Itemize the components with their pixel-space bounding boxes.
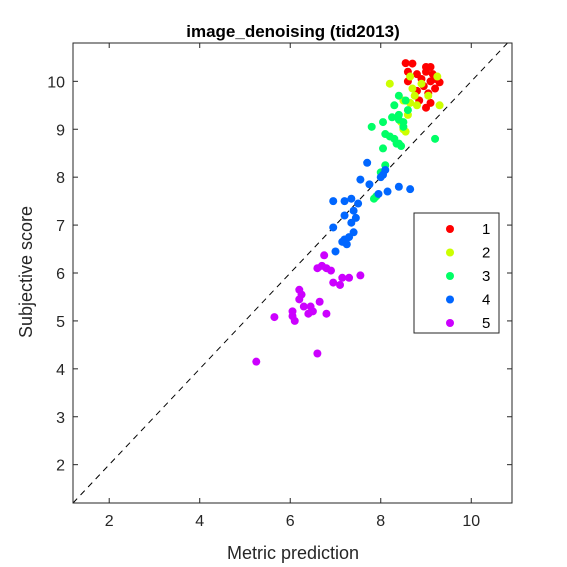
y-tick-label: 4 <box>56 362 65 379</box>
legend-label-5: 5 <box>482 315 490 332</box>
data-point-series-4 <box>356 175 365 184</box>
y-tick-label: 10 <box>47 74 65 91</box>
data-point-series-4 <box>345 233 354 242</box>
data-point-series-3 <box>397 142 406 151</box>
y-tick-label: 3 <box>56 410 65 427</box>
data-point-series-1 <box>408 59 417 68</box>
data-point-series-1 <box>431 84 440 93</box>
legend-label-3: 3 <box>482 268 490 285</box>
legend-marker-3 <box>446 272 454 280</box>
data-point-series-3 <box>401 96 410 105</box>
x-tick-label: 2 <box>105 513 114 530</box>
data-point-series-3 <box>379 144 388 153</box>
y-tick-label: 5 <box>56 314 65 331</box>
data-point-series-5 <box>304 309 313 318</box>
y-tick-label: 2 <box>56 458 65 475</box>
x-tick-label: 4 <box>195 513 204 530</box>
x-axis-label: Metric prediction <box>227 543 359 563</box>
data-point-series-5 <box>313 349 322 358</box>
data-point-series-2 <box>433 72 442 81</box>
data-point-series-4 <box>349 206 358 215</box>
data-point-series-3 <box>403 106 412 115</box>
data-point-series-5 <box>313 264 322 273</box>
data-point-series-5 <box>270 313 279 322</box>
data-point-series-4 <box>374 189 383 198</box>
data-point-series-2 <box>408 84 417 93</box>
data-point-series-5 <box>329 278 338 287</box>
data-point-series-5 <box>290 316 299 325</box>
x-tick-label: 10 <box>462 513 480 530</box>
data-point-series-4 <box>406 185 415 194</box>
data-point-series-5 <box>252 357 261 366</box>
data-point-series-1 <box>422 67 431 76</box>
data-point-series-4 <box>338 237 347 246</box>
y-tick-label: 6 <box>56 266 65 283</box>
legend-marker-1 <box>446 225 454 233</box>
data-point-series-5 <box>338 273 347 282</box>
x-tick-label: 6 <box>286 513 295 530</box>
chart-title: image_denoising (tid2013) <box>186 22 400 41</box>
data-point-series-2 <box>385 79 394 88</box>
data-point-series-2 <box>424 91 433 100</box>
legend-label-2: 2 <box>482 245 490 262</box>
data-point-series-4 <box>354 199 363 208</box>
y-axis-ticks: 2 3 4 5 6 7 8 9 10 <box>47 74 512 475</box>
data-point-series-4 <box>363 158 372 167</box>
data-point-series-3 <box>390 101 399 110</box>
data-point-series-3 <box>388 113 397 122</box>
data-point-series-3 <box>399 122 408 131</box>
data-point-series-3 <box>379 118 388 127</box>
data-point-series-5 <box>320 251 329 260</box>
y-tick-label: 9 <box>56 122 65 139</box>
data-point-series-4 <box>347 218 356 227</box>
data-point-series-2 <box>406 72 415 81</box>
data-point-series-5 <box>322 309 331 318</box>
data-point-series-4 <box>347 194 356 203</box>
y-tick-label: 7 <box>56 218 65 235</box>
x-axis-ticks: 2 4 6 8 10 <box>105 43 480 530</box>
data-point-series-5 <box>345 273 354 282</box>
data-point-series-4 <box>329 197 338 206</box>
data-point-series-4 <box>340 197 349 206</box>
data-points <box>252 59 444 366</box>
data-point-series-4 <box>329 223 338 232</box>
data-point-series-2 <box>410 91 419 100</box>
data-point-series-3 <box>431 134 440 143</box>
data-point-series-5 <box>295 295 304 304</box>
legend-marker-4 <box>446 295 454 304</box>
data-point-series-4 <box>394 182 403 191</box>
data-point-series-3 <box>367 122 376 131</box>
legend-marker-5 <box>446 319 454 327</box>
data-point-series-4 <box>331 247 340 256</box>
data-point-series-5 <box>356 271 365 280</box>
data-point-series-4 <box>340 211 349 220</box>
data-point-series-3 <box>394 91 403 100</box>
data-point-series-2 <box>435 101 444 110</box>
legend-marker-2 <box>446 248 454 257</box>
data-point-series-1 <box>422 103 431 112</box>
data-point-series-4 <box>376 173 385 182</box>
legend-label-1: 1 <box>482 221 490 238</box>
legend-box <box>413 212 500 334</box>
data-point-series-4 <box>365 180 374 189</box>
y-axis-label: Subjective score <box>16 206 36 338</box>
data-point-series-1 <box>401 59 410 68</box>
data-point-series-5 <box>326 266 335 275</box>
legend: 1 2 3 4 5 <box>413 212 500 334</box>
y-tick-label: 8 <box>56 170 65 187</box>
x-tick-label: 8 <box>376 513 385 530</box>
data-point-series-1 <box>426 77 435 86</box>
data-point-series-2 <box>412 101 421 110</box>
data-point-series-2 <box>417 79 426 88</box>
data-point-series-4 <box>383 187 392 196</box>
data-point-series-5 <box>315 297 324 306</box>
data-point-series-5 <box>336 280 345 289</box>
legend-label-4: 4 <box>482 292 490 309</box>
data-point-series-5 <box>299 302 308 311</box>
